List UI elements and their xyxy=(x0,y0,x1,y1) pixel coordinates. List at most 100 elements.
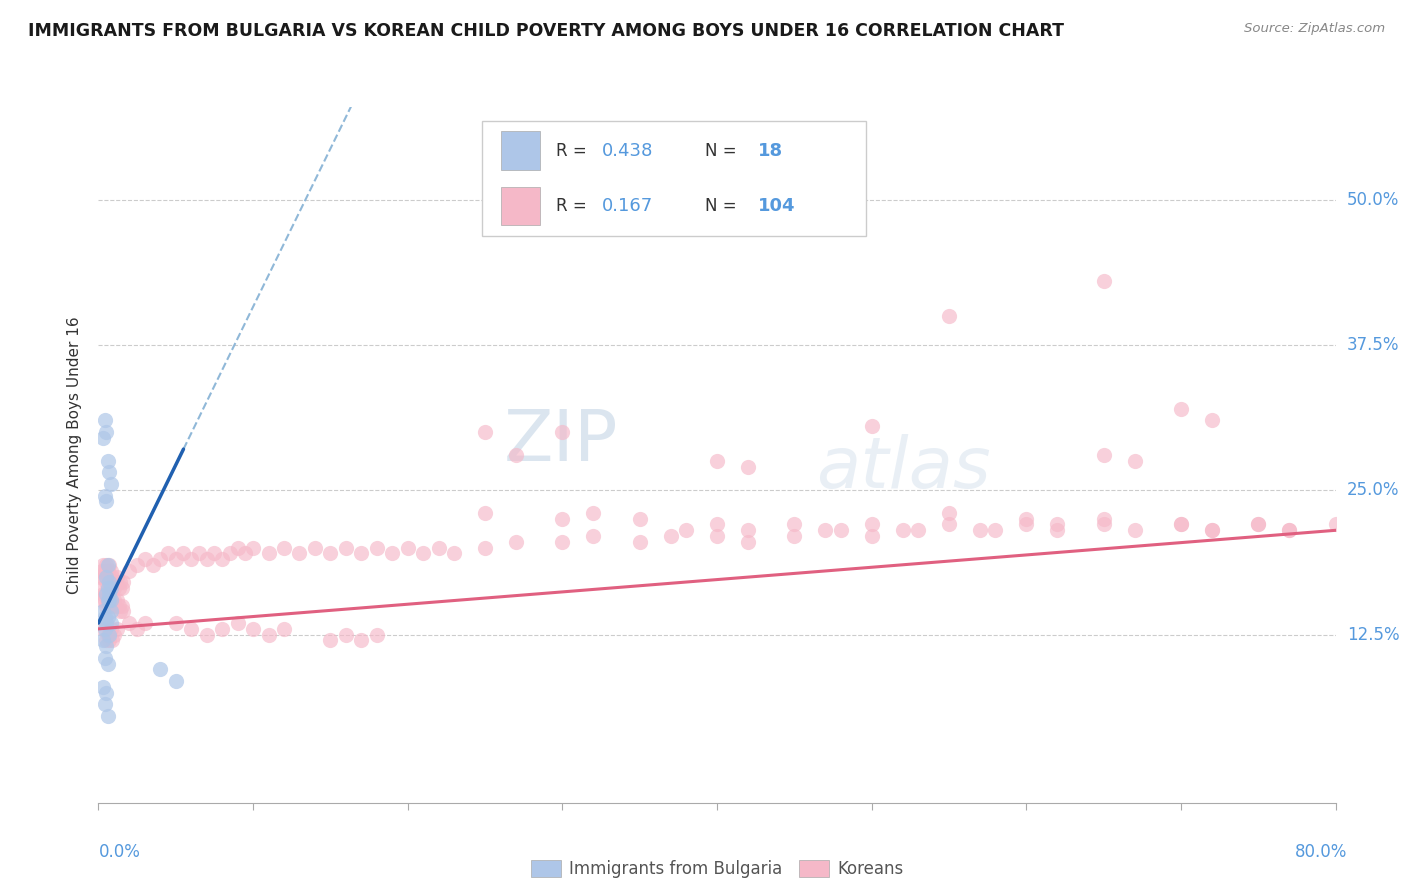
Point xyxy=(108,575,131,590)
Point xyxy=(1247,517,1270,532)
Point xyxy=(97,453,120,467)
Point xyxy=(706,529,728,543)
Point xyxy=(938,309,960,323)
Point xyxy=(118,615,141,630)
Point xyxy=(1046,517,1069,532)
Point xyxy=(105,570,128,584)
Point xyxy=(97,628,120,642)
Text: Source: ZipAtlas.com: Source: ZipAtlas.com xyxy=(1244,22,1385,36)
Point xyxy=(157,546,180,561)
Point xyxy=(551,511,574,525)
Point xyxy=(165,552,187,566)
Point xyxy=(165,674,187,689)
Point xyxy=(1046,523,1069,537)
Text: 0.0%: 0.0% xyxy=(98,843,141,861)
Point xyxy=(100,622,122,636)
Point xyxy=(659,529,682,543)
Point xyxy=(100,476,122,491)
Point xyxy=(112,575,135,590)
Point xyxy=(505,448,527,462)
Point xyxy=(737,523,759,537)
Point xyxy=(96,615,118,630)
Point xyxy=(100,582,122,596)
FancyBboxPatch shape xyxy=(501,187,540,226)
Point xyxy=(319,546,342,561)
Point xyxy=(1278,523,1301,537)
Point xyxy=(891,523,914,537)
Legend: Immigrants from Bulgaria, Koreans: Immigrants from Bulgaria, Koreans xyxy=(524,854,910,885)
Point xyxy=(257,546,280,561)
Text: atlas: atlas xyxy=(815,434,991,503)
Point xyxy=(91,680,114,694)
Text: 37.5%: 37.5% xyxy=(1347,335,1399,354)
Point xyxy=(582,529,605,543)
Point xyxy=(100,605,122,619)
Point xyxy=(105,592,128,607)
Point xyxy=(180,552,202,566)
Point xyxy=(938,506,960,520)
Text: R =: R = xyxy=(557,142,592,160)
Point xyxy=(101,599,124,613)
Point xyxy=(474,425,496,439)
Point xyxy=(180,622,202,636)
Point xyxy=(98,570,121,584)
Point xyxy=(90,592,112,607)
Point xyxy=(93,651,115,665)
Point xyxy=(93,413,115,427)
Point xyxy=(1092,274,1115,288)
Point xyxy=(93,610,115,624)
Point xyxy=(1278,523,1301,537)
Point xyxy=(93,698,115,712)
Point xyxy=(381,546,404,561)
Point xyxy=(1092,511,1115,525)
Point xyxy=(96,575,118,590)
Point xyxy=(103,628,125,642)
Point xyxy=(97,708,120,723)
Point xyxy=(118,564,141,578)
Point xyxy=(149,552,172,566)
Point xyxy=(242,622,264,636)
Point xyxy=(273,541,295,555)
Point xyxy=(98,466,121,480)
Point xyxy=(551,425,574,439)
Point xyxy=(93,564,115,578)
Point xyxy=(505,534,527,549)
Point xyxy=(103,592,125,607)
Point xyxy=(969,523,991,537)
Point xyxy=(860,418,883,433)
Point xyxy=(107,599,129,613)
Point xyxy=(91,587,114,601)
Point xyxy=(984,523,1007,537)
Point xyxy=(319,633,342,648)
Point xyxy=(350,633,373,648)
Text: ZIP: ZIP xyxy=(503,407,619,475)
Point xyxy=(412,546,434,561)
Point xyxy=(96,587,118,601)
Point xyxy=(100,592,122,607)
Text: IMMIGRANTS FROM BULGARIA VS KOREAN CHILD POVERTY AMONG BOYS UNDER 16 CORRELATION: IMMIGRANTS FROM BULGARIA VS KOREAN CHILD… xyxy=(28,22,1064,40)
Point xyxy=(96,599,118,613)
Point xyxy=(737,459,759,474)
Point xyxy=(474,506,496,520)
Point xyxy=(1092,448,1115,462)
Point xyxy=(830,523,852,537)
Y-axis label: Child Poverty Among Boys Under 16: Child Poverty Among Boys Under 16 xyxy=(67,316,83,594)
Point xyxy=(96,570,118,584)
Point xyxy=(101,633,124,648)
Point xyxy=(737,534,759,549)
Point xyxy=(195,628,218,642)
FancyBboxPatch shape xyxy=(501,131,540,169)
Point xyxy=(90,564,112,578)
Point xyxy=(211,552,233,566)
Point xyxy=(108,605,131,619)
Point xyxy=(1015,511,1038,525)
Text: 25.0%: 25.0% xyxy=(1347,481,1399,499)
Point xyxy=(98,592,121,607)
Point xyxy=(1123,523,1146,537)
Point xyxy=(551,534,574,549)
Point xyxy=(98,575,121,590)
Point xyxy=(100,592,122,607)
Text: N =: N = xyxy=(704,142,741,160)
Point xyxy=(107,582,129,596)
Point xyxy=(100,615,122,630)
